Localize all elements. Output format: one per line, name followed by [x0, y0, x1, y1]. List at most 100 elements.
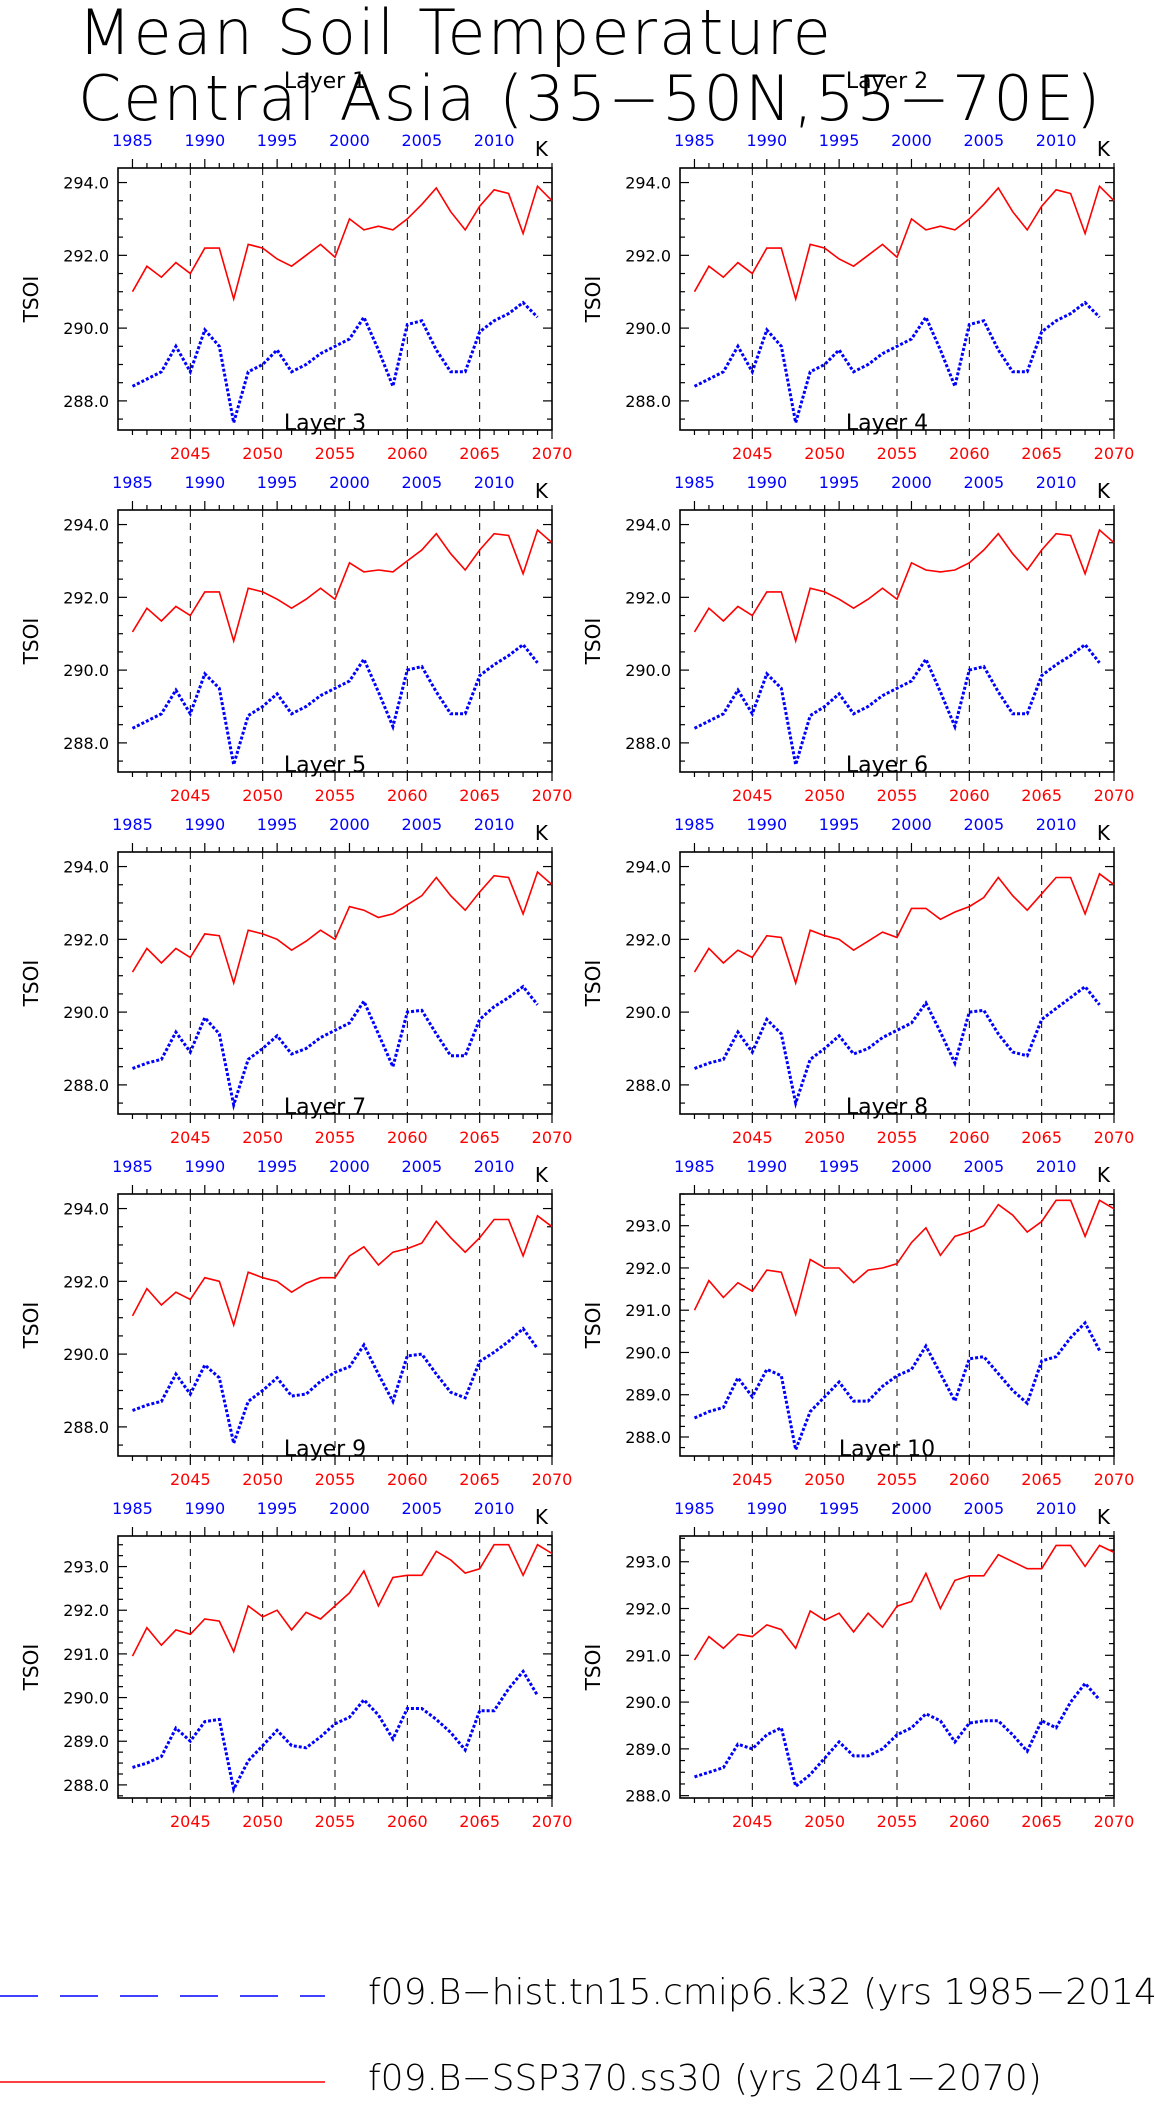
- y-tick-label: 288.0: [63, 1776, 109, 1795]
- chart-panel: Layer 9 K TSOI 2045 2050 2055 2060 2065 2070 1985…: [19, 1437, 572, 1831]
- top-tick-label: 2005: [401, 1499, 442, 1518]
- top-tick-label: 1995: [819, 1157, 860, 1176]
- y-tick-label: 288.0: [63, 1076, 109, 1095]
- bottom-tick-label: 2070: [1094, 786, 1135, 805]
- top-tick-label: 1985: [112, 815, 153, 834]
- bottom-tick-label: 2065: [1021, 444, 1062, 463]
- series-ssp370-line: [131, 1214, 553, 1328]
- bottom-tick-label: 2050: [804, 786, 845, 805]
- chart-panel: Layer 3 K TSOI 2045 2050 2055 2060 2065 2070 1985…: [19, 411, 572, 805]
- top-tick-label: 1995: [819, 131, 860, 150]
- series-ssp370-line: [131, 184, 553, 303]
- bottom-tick-label: 2055: [877, 1128, 918, 1147]
- bottom-tick-label: 2070: [532, 786, 573, 805]
- top-tick-label: 1990: [746, 1157, 787, 1176]
- y-tick-label: 290.0: [63, 1003, 109, 1022]
- bottom-tick-label: 2045: [170, 786, 211, 805]
- top-tick-label: 2010: [474, 1157, 515, 1176]
- series-hist-line: [693, 300, 1101, 424]
- top-tick-label: 1985: [674, 473, 715, 492]
- top-tick-label: 2010: [474, 473, 515, 492]
- bottom-tick-label: 2060: [949, 1812, 990, 1831]
- y-tick-label: 292.0: [63, 588, 109, 607]
- top-tick-label: 1995: [257, 815, 298, 834]
- bottom-tick-label: 2050: [242, 1812, 283, 1831]
- top-tick-label: 2000: [329, 1499, 370, 1518]
- bottom-tick-label: 2045: [170, 1470, 211, 1489]
- bottom-tick-label: 2045: [170, 1812, 211, 1831]
- top-tick-label: 2000: [891, 1499, 932, 1518]
- top-tick-label: 2005: [963, 473, 1004, 492]
- bottom-tick-label: 2065: [459, 1128, 500, 1147]
- bottom-tick-label: 2050: [242, 1128, 283, 1147]
- top-tick-label: 2005: [963, 815, 1004, 834]
- y-tick-label: 293.0: [63, 1558, 109, 1577]
- y-tick-label: 292.0: [625, 588, 671, 607]
- bottom-tick-label: 2060: [949, 786, 990, 805]
- y-tick-label: 294.0: [63, 174, 109, 193]
- bottom-tick-label: 2065: [459, 1470, 500, 1489]
- y-tick-label: 288.0: [63, 392, 109, 411]
- top-tick-label: 2010: [474, 815, 515, 834]
- top-tick-label: 2010: [1036, 131, 1077, 150]
- series-hist-line: [131, 300, 539, 424]
- y-tick-label: 294.0: [63, 516, 109, 535]
- y-axis-label: TSOI: [19, 960, 43, 1008]
- series-ssp370-line: [693, 1199, 1115, 1318]
- y-tick-label: 292.0: [63, 246, 109, 265]
- bottom-tick-label: 2050: [804, 1128, 845, 1147]
- top-tick-label: 1990: [184, 815, 225, 834]
- y-axis-label: TSOI: [19, 276, 43, 324]
- bottom-tick-label: 2065: [1021, 1470, 1062, 1489]
- units-label: K: [535, 1505, 549, 1529]
- series-hist-line: [131, 984, 539, 1111]
- top-tick-label: 2010: [1036, 1157, 1077, 1176]
- y-tick-label: 293.0: [625, 1217, 671, 1236]
- units-label: K: [1097, 137, 1111, 161]
- bottom-tick-label: 2045: [170, 1128, 211, 1147]
- bottom-tick-label: 2055: [315, 1128, 356, 1147]
- top-tick-label: 2005: [963, 1499, 1004, 1518]
- top-tick-label: 1985: [674, 1157, 715, 1176]
- title-line-1: Mean Soil Temperature: [78, 0, 833, 69]
- units-label: K: [535, 1163, 549, 1187]
- bottom-tick-label: 2055: [315, 1812, 356, 1831]
- series-hist-line: [693, 642, 1101, 766]
- top-tick-label: 2000: [329, 473, 370, 492]
- series-ssp370-line: [693, 184, 1115, 303]
- y-tick-label: 288.0: [63, 1418, 109, 1437]
- units-label: K: [535, 479, 549, 503]
- top-tick-label: 1985: [674, 131, 715, 150]
- y-tick-label: 288.0: [625, 1787, 671, 1806]
- series-ssp370-line: [693, 1544, 1115, 1661]
- chart-panel: Layer 6 K TSOI 2045 2050 2055 2060 2065 2070 1985…: [581, 753, 1134, 1147]
- bottom-tick-label: 2055: [315, 786, 356, 805]
- bottom-tick-label: 2060: [387, 1470, 428, 1489]
- y-tick-label: 291.0: [625, 1646, 671, 1665]
- y-tick-label: 290.0: [63, 319, 109, 338]
- panel-title: Layer 4: [846, 411, 928, 436]
- bottom-tick-label: 2050: [242, 444, 283, 463]
- top-tick-label: 2005: [963, 1157, 1004, 1176]
- y-axis-label: TSOI: [19, 1302, 43, 1350]
- bottom-tick-label: 2065: [459, 1812, 500, 1831]
- bottom-tick-label: 2045: [732, 1470, 773, 1489]
- legend-ssp-line: [0, 2081, 325, 2083]
- units-label: K: [535, 821, 549, 845]
- top-tick-label: 2005: [401, 815, 442, 834]
- bottom-tick-label: 2070: [1094, 1470, 1135, 1489]
- panel-title: Layer 1: [284, 69, 366, 94]
- panel-title: Layer 7: [284, 1095, 366, 1120]
- series-hist-line: [132, 1668, 539, 1794]
- chart-panel: Layer 7 K TSOI 2045 2050 2055 2060 2065 2070 1985…: [19, 1095, 572, 1489]
- panel-title: Layer 3: [284, 411, 366, 436]
- bottom-tick-label: 2055: [877, 444, 918, 463]
- chart-panel: Layer 5 K TSOI 2045 2050 2055 2060 2065 2070 1985…: [19, 753, 572, 1147]
- top-tick-label: 2005: [401, 1157, 442, 1176]
- y-tick-label: 292.0: [63, 1601, 109, 1620]
- legend-ssp-label: f09.B−SSP370.ss30 (yrs 2041−2070): [368, 2058, 1042, 2099]
- bottom-tick-label: 2060: [387, 444, 428, 463]
- chart-panel: Layer 4 K TSOI 2045 2050 2055 2060 2065 2070 1985…: [581, 411, 1134, 805]
- top-tick-label: 2010: [474, 131, 515, 150]
- top-tick-label: 1985: [112, 1157, 153, 1176]
